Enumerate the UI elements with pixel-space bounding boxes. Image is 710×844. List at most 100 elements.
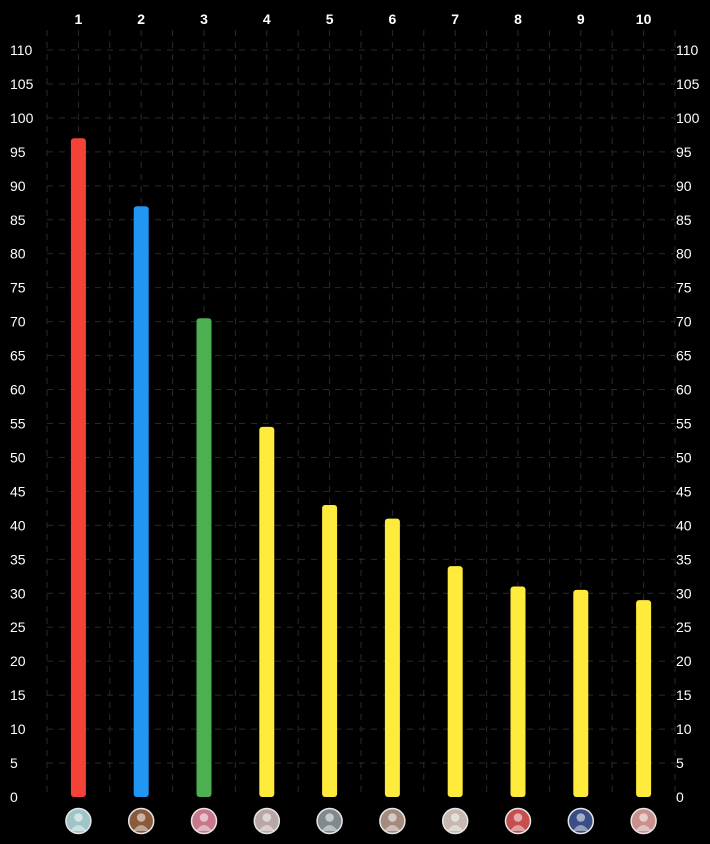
category-label: 1 bbox=[75, 11, 83, 27]
y-tick-label-left: 95 bbox=[10, 144, 26, 160]
bar[interactable] bbox=[447, 566, 463, 797]
y-tick-label-left: 35 bbox=[10, 551, 26, 567]
avatar-shoulders bbox=[133, 825, 150, 831]
y-tick-label-left: 30 bbox=[10, 585, 26, 601]
avatar-icon[interactable] bbox=[441, 807, 469, 835]
category-label: 2 bbox=[137, 11, 145, 27]
avatar-head bbox=[513, 813, 523, 822]
y-tick-label-right: 55 bbox=[676, 416, 692, 432]
y-tick-label-right: 70 bbox=[676, 314, 692, 330]
y-tick-label-right: 40 bbox=[676, 517, 692, 533]
avatar-shoulders bbox=[321, 825, 338, 831]
y-tick-label-left: 65 bbox=[10, 348, 26, 364]
y-tick-label-right: 10 bbox=[676, 721, 692, 737]
category-label: 9 bbox=[577, 11, 585, 27]
avatar-icon[interactable] bbox=[316, 807, 343, 835]
bar[interactable] bbox=[573, 589, 589, 797]
y-tick-label-left: 80 bbox=[10, 246, 26, 262]
bar[interactable] bbox=[322, 504, 338, 797]
y-tick-label-left: 110 bbox=[10, 42, 33, 58]
y-tick-label-right: 0 bbox=[676, 789, 684, 805]
avatar-head bbox=[576, 813, 586, 822]
y-tick-label-left: 70 bbox=[10, 314, 26, 330]
avatar-icon[interactable] bbox=[253, 807, 281, 835]
y-tick-label-left: 85 bbox=[10, 212, 26, 228]
avatar-head bbox=[388, 813, 397, 822]
avatar-head bbox=[325, 813, 334, 822]
y-tick-label-left: 75 bbox=[10, 280, 26, 296]
y-tick-label-right: 50 bbox=[676, 449, 692, 465]
y-tick-label-left: 50 bbox=[10, 449, 26, 465]
avatar-head bbox=[136, 813, 146, 822]
bar[interactable] bbox=[133, 206, 149, 797]
category-label: 8 bbox=[514, 11, 522, 27]
y-tick-label-left: 100 bbox=[10, 110, 34, 126]
y-tick-label-right: 15 bbox=[676, 687, 692, 703]
y-tick-label-right: 80 bbox=[676, 246, 692, 262]
y-tick-label-right: 65 bbox=[676, 348, 692, 364]
category-label: 7 bbox=[451, 11, 459, 27]
y-tick-label-left: 25 bbox=[10, 619, 26, 635]
avatar-shoulders bbox=[196, 825, 212, 831]
y-tick-label-left: 10 bbox=[10, 721, 26, 737]
bar[interactable] bbox=[196, 318, 212, 797]
y-tick-label-right: 90 bbox=[676, 178, 692, 194]
y-tick-label-right: 95 bbox=[676, 144, 692, 160]
y-tick-label-right: 85 bbox=[676, 212, 692, 228]
y-tick-label-left: 90 bbox=[10, 178, 26, 194]
y-tick-label-left: 0 bbox=[10, 789, 18, 805]
y-tick-label-left: 105 bbox=[10, 76, 34, 92]
avatar-shoulders bbox=[447, 825, 464, 831]
y-tick-label-right: 110 bbox=[676, 42, 699, 58]
category-label: 4 bbox=[263, 11, 271, 27]
avatar-icon[interactable] bbox=[127, 807, 155, 835]
bar[interactable] bbox=[510, 586, 526, 797]
y-tick-label-right: 75 bbox=[676, 280, 692, 296]
category-label: 10 bbox=[636, 11, 652, 27]
avatar-head bbox=[450, 813, 460, 822]
avatar-icon[interactable] bbox=[379, 807, 406, 835]
y-tick-label-left: 55 bbox=[10, 416, 26, 432]
category-label: 5 bbox=[326, 11, 334, 27]
avatar-shoulders bbox=[510, 825, 526, 831]
y-tick-label-left: 15 bbox=[10, 687, 26, 703]
avatar-shoulders bbox=[258, 825, 275, 831]
bars bbox=[70, 138, 652, 798]
avatar-shoulders bbox=[635, 825, 652, 831]
y-tick-label-left: 45 bbox=[10, 483, 26, 499]
avatar-shoulders bbox=[384, 825, 401, 831]
y-tick-label-left: 60 bbox=[10, 382, 26, 398]
y-tick-label-left: 5 bbox=[10, 755, 18, 771]
bar[interactable] bbox=[259, 426, 275, 797]
y-tick-label-left: 40 bbox=[10, 517, 26, 533]
y-tick-label-right: 35 bbox=[676, 551, 692, 567]
y-tick-label-right: 30 bbox=[676, 585, 692, 601]
y-tick-label-right: 45 bbox=[676, 483, 692, 499]
y-tick-label-left: 20 bbox=[10, 653, 26, 669]
avatar-row bbox=[65, 807, 657, 835]
avatar-shoulders bbox=[70, 825, 87, 831]
avatar-icon[interactable] bbox=[567, 807, 595, 835]
x-axis-categories: 1 2 3 4 5 6 7 8 9 10 bbox=[75, 11, 652, 27]
avatar-icon[interactable] bbox=[190, 807, 218, 835]
y-tick-label-right: 20 bbox=[676, 653, 692, 669]
category-label: 6 bbox=[389, 11, 397, 27]
category-label: 3 bbox=[200, 11, 208, 27]
y-tick-label-right: 60 bbox=[676, 382, 692, 398]
bar[interactable] bbox=[384, 518, 400, 797]
bar[interactable] bbox=[636, 600, 652, 797]
avatar-icon[interactable] bbox=[65, 807, 92, 835]
y-tick-label-right: 105 bbox=[676, 76, 700, 92]
avatar-icon[interactable] bbox=[630, 807, 657, 835]
avatar-head bbox=[639, 813, 648, 822]
bar[interactable] bbox=[70, 138, 86, 798]
y-tick-label-right: 100 bbox=[676, 110, 700, 126]
avatar-icon[interactable] bbox=[504, 807, 532, 835]
y-tick-label-right: 5 bbox=[676, 755, 684, 771]
avatar-head bbox=[199, 813, 209, 822]
avatar-shoulders bbox=[572, 825, 589, 831]
y-tick-label-right: 25 bbox=[676, 619, 692, 635]
avatar-head bbox=[74, 813, 83, 822]
